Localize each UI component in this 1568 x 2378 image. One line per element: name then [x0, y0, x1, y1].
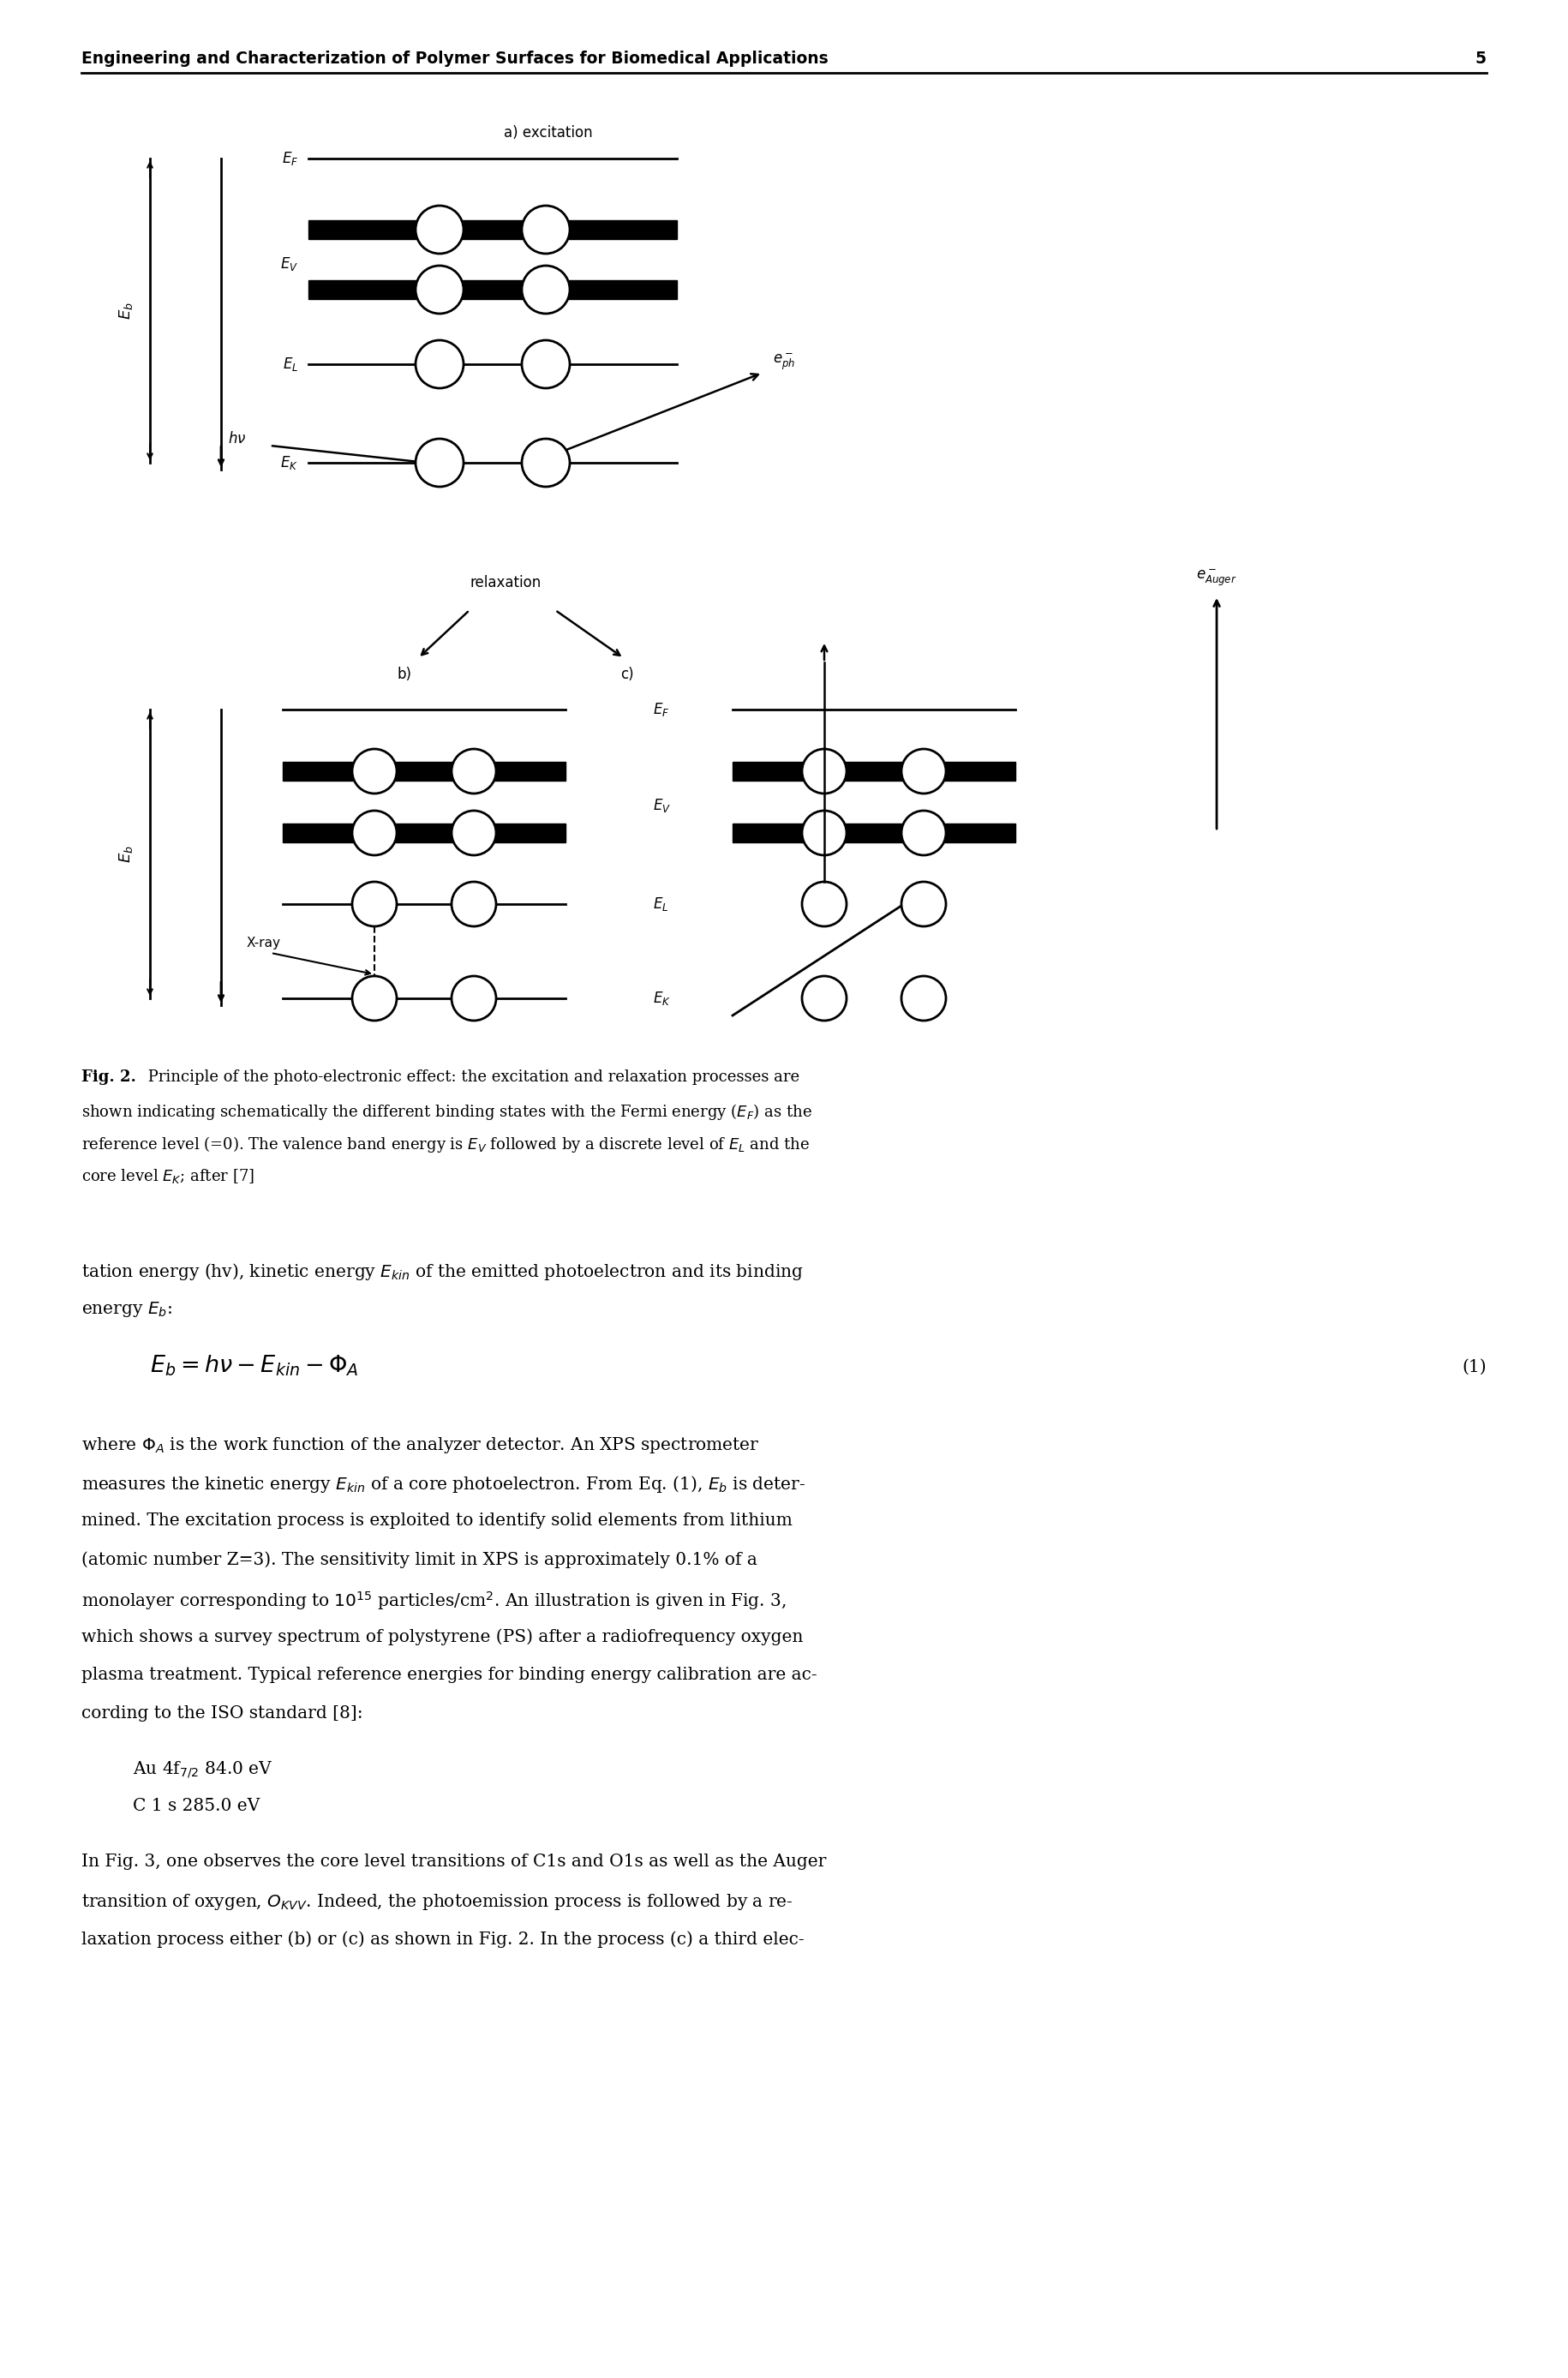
Text: Principle of the photo-electronic effect: the excitation and relaxation processe: Principle of the photo-electronic effect… [143, 1070, 800, 1084]
Text: core level $E_K$; after [7]: core level $E_K$; after [7] [82, 1168, 254, 1184]
Text: (atomic number Z=3). The sensitivity limit in XPS is approximately 0.1% of a: (atomic number Z=3). The sensitivity lim… [82, 1550, 757, 1567]
Text: $E_L$: $E_L$ [652, 897, 668, 913]
Bar [309, 221, 677, 240]
Text: shown indicating schematically the different binding states with the Fermi energ: shown indicating schematically the diffe… [82, 1101, 812, 1122]
Text: (1): (1) [1461, 1360, 1486, 1374]
Text: mined. The excitation process is exploited to identify solid elements from lithi: mined. The excitation process is exploit… [82, 1512, 792, 1529]
Text: measures the kinetic energy $E_{kin}$ of a core photoelectron. From Eq. (1), $E_: measures the kinetic energy $E_{kin}$ of… [82, 1474, 806, 1493]
Text: C 1 s 285.0 eV: C 1 s 285.0 eV [133, 1798, 260, 1814]
Bar [309, 281, 677, 300]
Circle shape [416, 205, 464, 254]
Circle shape [902, 975, 946, 1020]
Circle shape [416, 340, 464, 388]
Text: cording to the ISO standard [8]:: cording to the ISO standard [8]: [82, 1705, 362, 1722]
Text: Engineering and Characterization of Polymer Surfaces for Biomedical Applications: Engineering and Characterization of Poly… [82, 50, 828, 67]
Circle shape [801, 882, 847, 927]
Circle shape [452, 811, 495, 856]
Text: laxation process either (b) or (c) as shown in Fig. 2. In the process (c) a thir: laxation process either (b) or (c) as sh… [82, 1931, 804, 1948]
Text: $E_b$: $E_b$ [118, 844, 135, 863]
Text: $E_b = h\nu - E_{kin} - \Phi_A$: $E_b = h\nu - E_{kin} - \Phi_A$ [151, 1353, 359, 1379]
Text: $E_V$: $E_V$ [652, 797, 671, 813]
Bar [732, 761, 1016, 780]
Text: Fig. 2.: Fig. 2. [82, 1070, 136, 1084]
Circle shape [353, 975, 397, 1020]
Bar [282, 823, 566, 842]
Text: monolayer corresponding to $10^{15}$ particles/cm$^2$. An illustration is given : monolayer corresponding to $10^{15}$ par… [82, 1589, 786, 1612]
Circle shape [801, 749, 847, 794]
Text: $E_F$: $E_F$ [282, 150, 298, 166]
Circle shape [353, 749, 397, 794]
Text: c): c) [621, 666, 633, 682]
Text: $E_K$: $E_K$ [281, 454, 298, 471]
Circle shape [416, 440, 464, 487]
Text: energy $E_b$:: energy $E_b$: [82, 1301, 172, 1320]
Text: $E_F$: $E_F$ [652, 702, 670, 718]
Circle shape [902, 749, 946, 794]
Text: In Fig. 3, one observes the core level transitions of C1s and O1s as well as the: In Fig. 3, one observes the core level t… [82, 1852, 826, 1869]
Text: $e^-_{Auger}$: $e^-_{Auger}$ [1196, 568, 1237, 590]
Bar [732, 823, 1016, 842]
Circle shape [353, 882, 397, 927]
Text: which shows a survey spectrum of polystyrene (PS) after a radiofrequency oxygen: which shows a survey spectrum of polysty… [82, 1629, 803, 1646]
Circle shape [902, 811, 946, 856]
Text: X-ray: X-ray [246, 937, 281, 949]
Circle shape [522, 440, 569, 487]
Circle shape [452, 749, 495, 794]
Text: transition of oxygen, $O_{KVV}$. Indeed, the photoemission process is followed b: transition of oxygen, $O_{KVV}$. Indeed,… [82, 1893, 793, 1912]
Circle shape [902, 882, 946, 927]
Circle shape [452, 882, 495, 927]
Text: 5: 5 [1475, 50, 1486, 67]
Circle shape [416, 266, 464, 314]
Text: $E_b$: $E_b$ [118, 302, 135, 319]
Text: a) excitation: a) excitation [503, 126, 593, 140]
Circle shape [452, 975, 495, 1020]
Text: $E_K$: $E_K$ [652, 989, 671, 1006]
Text: $E_L$: $E_L$ [282, 357, 298, 373]
Circle shape [801, 811, 847, 856]
Text: reference level (=0). The valence band energy is $E_V$ followed by a discrete le: reference level (=0). The valence band e… [82, 1134, 809, 1153]
Circle shape [522, 266, 569, 314]
Text: tation energy (hv), kinetic energy $E_{kin}$ of the emitted photoelectron and it: tation energy (hv), kinetic energy $E_{k… [82, 1260, 803, 1282]
Circle shape [522, 205, 569, 254]
Circle shape [353, 811, 397, 856]
Text: plasma treatment. Typical reference energies for binding energy calibration are : plasma treatment. Typical reference ener… [82, 1667, 817, 1684]
Text: b): b) [397, 666, 412, 682]
Circle shape [522, 340, 569, 388]
Bar [282, 761, 566, 780]
Circle shape [801, 975, 847, 1020]
Text: where $\Phi_A$ is the work function of the analyzer detector. An XPS spectromete: where $\Phi_A$ is the work function of t… [82, 1436, 759, 1455]
Text: relaxation: relaxation [470, 575, 541, 590]
Text: $e^-_{ph}$: $e^-_{ph}$ [773, 352, 795, 373]
Text: Au 4f$_{7/2}$ 84.0 eV: Au 4f$_{7/2}$ 84.0 eV [133, 1760, 273, 1779]
Text: $E_V$: $E_V$ [281, 254, 298, 273]
Text: $h\nu$: $h\nu$ [227, 430, 246, 447]
